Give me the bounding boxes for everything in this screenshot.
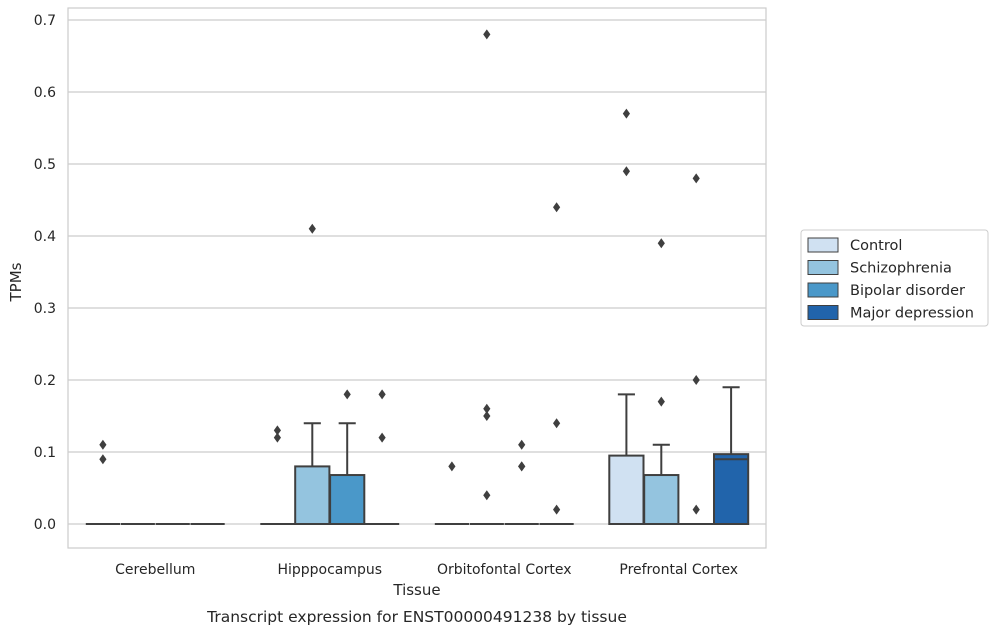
box-plots — [85, 386, 750, 526]
box-bipolar-disorder-hipppocampus — [329, 422, 366, 526]
legend-swatch-major-depression — [807, 305, 839, 320]
outlier-point — [518, 439, 526, 450]
legend: Control Schizophrenia Bipolar disorder Majo… — [800, 229, 989, 327]
legend-frame — [800, 229, 989, 327]
outlier-point — [553, 418, 561, 429]
grid-lines — [68, 19, 766, 525]
legend-swatch-control — [807, 237, 839, 253]
legend-swatch-bipolar-disorder — [807, 282, 839, 298]
outlier-point — [692, 173, 700, 184]
x-tick-label: Hipppocampus — [277, 562, 382, 578]
y-axis-label: TPMs — [7, 262, 25, 302]
legend-label-major-depression: Major depression — [850, 306, 974, 322]
outlier-point — [483, 411, 491, 421]
outlier-point — [622, 108, 630, 119]
box-body — [329, 474, 366, 526]
outlier-point — [99, 454, 107, 465]
plot-frame — [67, 7, 767, 549]
outlier-point — [622, 166, 630, 177]
box-body — [608, 454, 645, 526]
outlier-point — [553, 504, 561, 515]
x-tick-label: Prefrontal Cortex — [619, 562, 738, 578]
y-tick-label: 0.2 — [34, 373, 56, 389]
outlier-point — [483, 403, 491, 414]
box-major-depression-prefrontal-cortex — [712, 386, 750, 525]
outlier-point — [448, 461, 456, 472]
y-tick-label: 0.7 — [34, 13, 56, 29]
outlier-point — [483, 490, 491, 501]
box-schizophrenia-prefrontal-cortex — [643, 443, 680, 526]
box-body — [643, 474, 680, 526]
x-axis-label: Tissue — [392, 581, 440, 599]
x-tick-labels: Cerebellum Hipppocampus Orbitofontal Corte… — [115, 562, 738, 578]
outlier-point — [378, 389, 386, 400]
outlier-point — [657, 396, 665, 407]
y-tick-label: 0.5 — [34, 157, 56, 173]
box-body — [294, 465, 331, 525]
outlier-point — [692, 375, 700, 385]
outlier-point — [518, 461, 526, 472]
outlier-point — [308, 223, 316, 234]
outlier-points — [99, 29, 700, 515]
outlier-point — [99, 439, 107, 450]
box-body — [712, 453, 750, 525]
outlier-point — [378, 432, 386, 443]
outlier-point — [273, 425, 281, 436]
chart-caption: Transcript expression for ENST0000049123… — [206, 608, 627, 626]
x-tick-label: Cerebellum — [115, 562, 195, 578]
legend-label-bipolar-disorder: Bipolar disorder — [850, 283, 965, 299]
y-tick-label: 0.3 — [34, 301, 56, 317]
y-tick-label: 0.0 — [34, 517, 56, 533]
legend-label-control: Control — [850, 238, 902, 254]
y-tick-label: 0.4 — [34, 229, 56, 245]
x-tick-label: Orbitofontal Cortex — [437, 562, 572, 578]
legend-label-schizophrenia: Schizophrenia — [850, 261, 952, 277]
y-tick-label: 0.1 — [34, 445, 56, 461]
outlier-point — [273, 432, 281, 443]
outlier-point — [553, 202, 561, 213]
outlier-point — [343, 389, 351, 400]
y-tick-labels: 0.0 0.1 0.2 0.3 0.4 0.5 0.6 0.7 — [34, 13, 56, 533]
outlier-point — [657, 238, 665, 249]
legend-swatch-schizophrenia — [807, 260, 839, 275]
box-control-prefrontal-cortex — [608, 393, 645, 526]
outlier-point — [483, 29, 491, 40]
outlier-point — [692, 504, 700, 515]
y-tick-label: 0.6 — [34, 85, 56, 101]
box-schizophrenia-hipppocampus — [294, 422, 331, 525]
